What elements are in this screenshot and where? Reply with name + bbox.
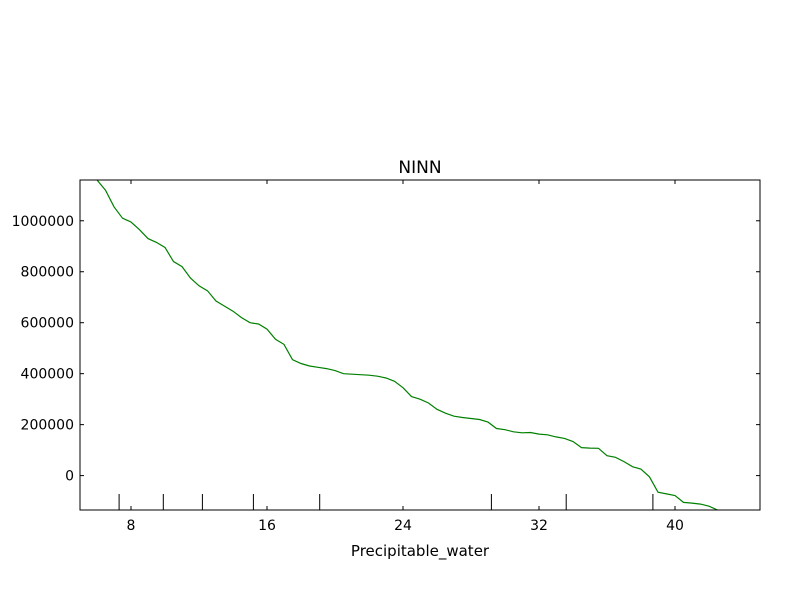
- x-tick-label: 24: [394, 518, 412, 534]
- x-tick-label: 32: [530, 518, 548, 534]
- plot-frame: [79, 179, 761, 511]
- y-tick-label: 200000: [21, 418, 74, 434]
- x-tick-label: 16: [258, 518, 276, 534]
- y-tick-label: 400000: [21, 367, 74, 383]
- y-tick-label: 0: [65, 469, 74, 485]
- y-tick-label: 1000000: [12, 214, 74, 230]
- chart-title: NINN: [398, 158, 441, 178]
- axes: 8 16 24 32 40 0 200000 400000 600000 800000 100000…: [12, 180, 760, 534]
- series-line: [96, 180, 718, 510]
- x-tick-label: 8: [127, 518, 136, 534]
- y-tick-label: 800000: [21, 265, 74, 281]
- x-axis-label: Precipitable_water: [351, 542, 490, 561]
- y-tick-label: 600000: [21, 316, 74, 332]
- x-tick-label: 40: [666, 518, 684, 534]
- plot-area: [96, 180, 718, 510]
